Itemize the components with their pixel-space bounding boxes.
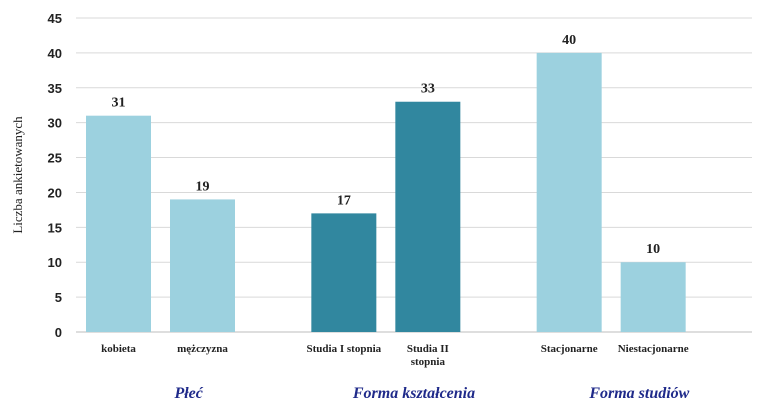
category-label: Studia I stopnia xyxy=(307,343,382,355)
category-label: kobieta xyxy=(101,343,136,355)
y-tick-label: 25 xyxy=(48,151,62,166)
data-label: 17 xyxy=(337,193,351,208)
y-tick-label: 15 xyxy=(48,220,62,235)
bar xyxy=(311,213,377,332)
y-tick-label: 40 xyxy=(48,46,62,61)
bar xyxy=(395,101,461,332)
category-label: Niestacjonarne xyxy=(618,343,689,355)
y-tick-label: 30 xyxy=(48,116,62,131)
group-label: Płeć xyxy=(173,385,203,402)
y-tick-label: 10 xyxy=(48,255,62,270)
data-label: 10 xyxy=(646,242,660,257)
y-tick-label: 45 xyxy=(48,11,62,26)
data-label: 31 xyxy=(112,96,126,111)
category-label: stopnia xyxy=(411,356,446,368)
bar xyxy=(86,115,151,332)
y-tick-label: 5 xyxy=(55,290,62,305)
y-tick-label: 0 xyxy=(55,325,62,340)
bar xyxy=(536,52,602,333)
y-axis-label: Liczba ankietowanych xyxy=(10,116,25,234)
bar xyxy=(620,262,686,332)
y-tick-label: 35 xyxy=(48,81,62,96)
group-label: Forma studiów xyxy=(588,385,689,402)
group-label: Forma kształcenia xyxy=(352,385,475,402)
y-axis-ticks: 0 5 10 15 20 25 30 35 40 45 xyxy=(48,11,62,340)
data-label: 40 xyxy=(562,33,576,48)
category-label: Stacjonarne xyxy=(541,343,598,355)
y-tick-label: 20 xyxy=(48,185,62,200)
group-labels: Płeć Forma kształcenia Forma studiów xyxy=(173,385,689,402)
data-labels: 31 19 17 33 40 10 xyxy=(112,33,661,257)
category-labels: kobieta mężczyzna Studia I stopnia Studia I… xyxy=(101,343,689,368)
data-label: 19 xyxy=(196,179,210,194)
data-label: 33 xyxy=(421,82,435,97)
bars xyxy=(86,52,686,333)
category-label: Studia II xyxy=(407,343,449,355)
category-label: mężczyzna xyxy=(177,343,228,355)
bar xyxy=(170,199,235,332)
